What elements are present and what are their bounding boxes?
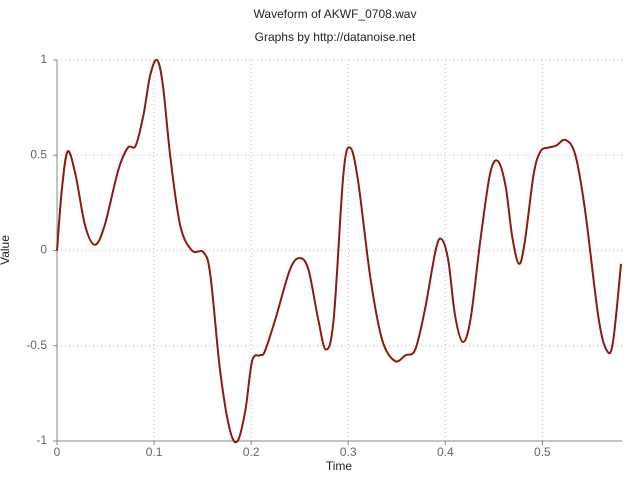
y-axis-label: Value — [0, 235, 12, 265]
x-axis-label: Time — [326, 459, 353, 473]
x-tick-label: 0.1 — [146, 445, 163, 459]
chart-title: Waveform of AKWF_0708.wav — [254, 7, 417, 21]
x-tick-label: 0.3 — [340, 445, 357, 459]
y-tick-label: 0 — [40, 243, 47, 257]
y-tick-label: -0.5 — [26, 338, 47, 352]
waveform-line — [56, 58, 623, 444]
x-tick-label: 0 — [54, 445, 61, 459]
x-tick-label: 0.4 — [437, 445, 454, 459]
y-tick-label: 1 — [40, 52, 47, 66]
y-tick-label: -1 — [36, 433, 47, 447]
x-tick-label: 0.5 — [534, 445, 551, 459]
y-tick-label: 0.5 — [30, 147, 47, 161]
x-tick-label: 0.2 — [243, 445, 260, 459]
chart-subtitle: Graphs by http://datanoise.net — [255, 30, 416, 44]
